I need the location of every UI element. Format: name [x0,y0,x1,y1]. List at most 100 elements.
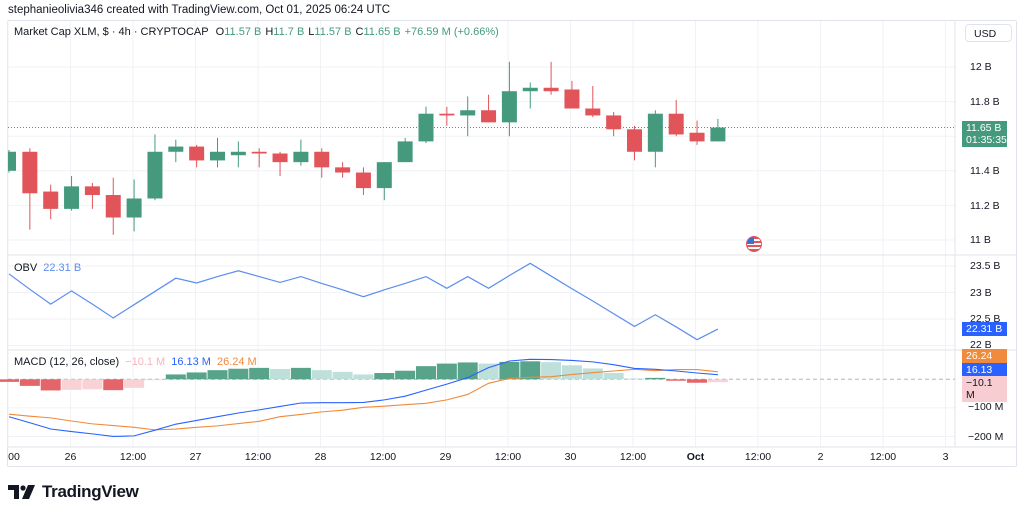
macd-histogram-bar [541,362,562,380]
macd-histogram-bar [436,363,457,380]
candle-body [8,151,16,171]
candle-body [210,151,225,161]
candle-body [522,87,538,92]
candle-body [43,191,59,209]
candle-body [314,151,330,168]
candle-body [439,113,455,116]
macd-histogram-bar [603,373,624,380]
macd-histogram-bar [207,370,228,380]
symbol-legend: Market Cap XLM, $ · 4h · CRYPTOCAP O11.5… [14,26,499,38]
open-value: 11.57 B [224,26,262,38]
symbol-name[interactable]: Market Cap XLM, $ · 4h · CRYPTOCAP [14,26,209,38]
time-tick: 2 [817,451,824,463]
candle-body [376,162,392,189]
close-label: C [355,26,364,38]
time-tick: 12:00 [869,451,897,463]
signal-line [8,368,718,431]
macd-histogram-bar [457,362,478,380]
macd-histogram-bar [624,378,645,380]
obv-value-tag: 22.31 B [962,322,1007,336]
obv-label[interactable]: OBV [14,262,38,274]
macd-signal-value: 26.24 M [216,356,257,368]
time-tick: 26 [64,451,77,463]
low-label: L [308,26,315,38]
macd-histogram-bar [124,379,145,388]
open-label: O [215,26,225,38]
candle-body [418,113,434,142]
macd-histogram-bar [687,379,708,383]
candle-body [501,91,517,123]
high-label: H [265,26,274,38]
macd-histogram-bar [582,368,603,380]
candle-body [689,132,705,142]
macd-histogram-bar [645,377,666,380]
macd-histogram-bar [186,372,207,380]
macd-histogram-bar [165,374,186,380]
candle-body [272,153,288,163]
currency-button[interactable]: USD [965,24,1012,42]
macd-histogram-bar [144,379,165,381]
us-flag-icon[interactable] [746,236,762,252]
candle-body [460,110,476,116]
candle-body [84,186,100,196]
macd-histogram-bar [61,379,82,390]
candle-body [710,127,726,142]
macd-label[interactable]: MACD (12, 26, close) [14,356,120,368]
obv-pane [8,262,719,341]
macd-pane [0,358,955,437]
macd-histogram-bar [395,370,416,380]
time-tick: 29 [439,451,452,463]
candles [8,61,726,235]
candle-body [189,146,205,161]
macd-hist-value: −10.1 M [125,356,166,368]
macd-histogram-bar [270,369,291,380]
candle-body [627,129,642,152]
time-tick: 12:00 [119,451,147,463]
candle-body [293,151,309,163]
macd-histogram-bar [332,371,353,380]
close-value: 11.65 B [363,26,401,38]
candle-body [105,195,121,218]
logo-text: TradingView [42,482,139,501]
candle-body [126,198,142,218]
time-tick: 12:00 [744,451,772,463]
obv-tick: 22 B [970,339,992,351]
high-value: 11.7 B [273,26,305,38]
candle-body [355,172,371,189]
candle-body [585,108,601,116]
price-tick: 11.2 B [970,200,1000,212]
candle-body [481,110,497,123]
time-tick: 12:00 [244,451,272,463]
time-tick: 28 [314,451,327,463]
time-tick: Oct [686,451,705,463]
macd-histogram-bar [249,367,270,380]
macd-tick: −200 M [968,431,1004,443]
macd-legend: MACD (12, 26, close) −10.1 M 16.13 M 26.… [14,356,257,368]
chart-credit: stephanieolivia346 created with TradingV… [8,4,391,16]
time-tick: 30 [564,451,577,463]
macd-histogram-bar [311,370,332,380]
candle-body [230,151,246,156]
macd-histogram-bar [228,368,249,380]
candle-body [22,151,38,194]
macd-histogram-bar [0,379,19,382]
obv-tick: 23.5 B [970,260,1001,272]
time-tick: 12:00 [494,451,522,463]
macd-histogram-bar [666,379,687,381]
bar-countdown: 01:35:35 [966,134,1007,146]
macd-line [8,358,718,437]
obv-line [8,262,719,341]
macd-histogram-bar [416,366,436,380]
macd-histogram-bar [478,363,499,380]
candle-body [335,167,351,173]
macd-histogram-bar [19,379,40,386]
macd-histogram-bar [499,361,520,380]
time-tick: 27 [189,451,202,463]
price-tick: 11.8 B [970,96,1000,108]
candle-body [397,141,413,163]
last-price-value: 11.65 B [966,122,1002,134]
candle-body [147,151,163,199]
candle-body [564,89,580,109]
tradingview-logo: TradingView [8,482,139,502]
